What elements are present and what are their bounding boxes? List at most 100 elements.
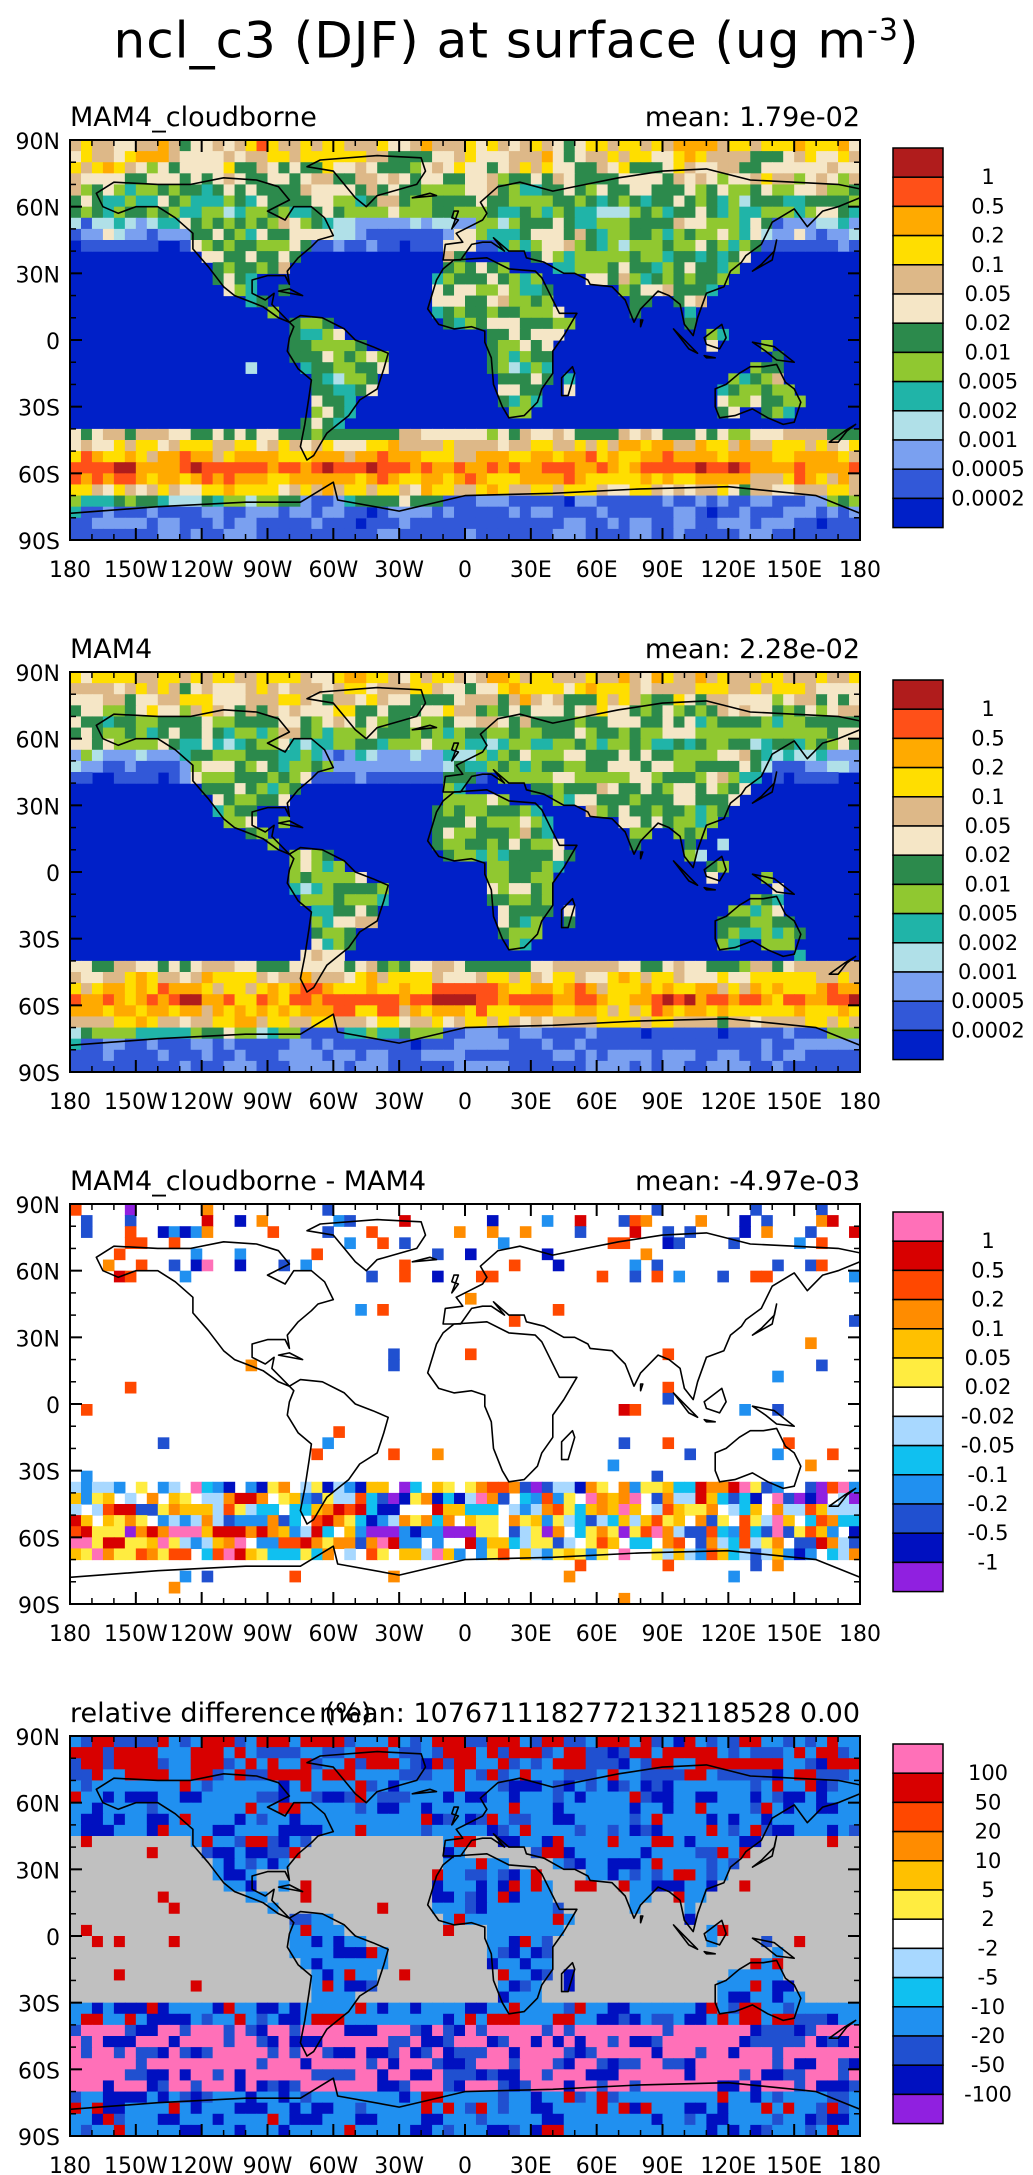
grid-cell	[552, 1481, 565, 1494]
grid-cell	[508, 240, 521, 252]
grid-cell	[311, 517, 323, 530]
grid-cell	[234, 451, 247, 463]
grid-cell	[497, 1016, 510, 1029]
grid-cell	[541, 1504, 554, 1516]
grid-cell	[311, 772, 323, 784]
grid-cell	[838, 195, 850, 208]
grid-cell	[91, 1758, 104, 1770]
grid-cell	[421, 1780, 433, 1793]
grid-cell	[333, 772, 345, 784]
grid-cell	[596, 240, 609, 252]
grid-cell	[673, 1526, 686, 1538]
grid-cell	[190, 495, 203, 508]
grid-cell	[541, 705, 554, 718]
grid-cell	[662, 195, 675, 208]
grid-cell	[91, 1038, 104, 1051]
grid-cell	[849, 1758, 860, 1770]
map-field	[70, 672, 860, 1072]
coastline	[426, 257, 578, 419]
grid-cell	[190, 451, 203, 463]
grid-cell	[388, 1515, 400, 1527]
grid-cell	[410, 727, 422, 740]
colorbar-box	[892, 1532, 944, 1564]
grid-cell	[475, 1005, 488, 1018]
grid-cell	[399, 1780, 411, 1793]
grid-cell	[366, 716, 378, 729]
grid-cell	[245, 484, 258, 497]
grid-cell	[717, 1005, 729, 1018]
colorbar-box	[892, 1415, 944, 1447]
grid-cell	[596, 1780, 609, 1793]
grid-cell	[135, 1526, 148, 1538]
grid-cell	[146, 162, 159, 174]
grid-cell	[300, 1504, 312, 1516]
grid-cell	[190, 140, 203, 152]
grid-cell	[640, 462, 653, 474]
grid-cell	[695, 783, 707, 795]
grid-cell	[563, 440, 576, 452]
grid-cell	[805, 240, 817, 252]
grid-cell	[179, 1526, 192, 1538]
grid-cell	[849, 972, 860, 984]
colorbar-box	[892, 439, 944, 470]
grid-cell	[772, 938, 784, 951]
grid-cell	[168, 217, 181, 230]
grid-cell	[179, 484, 192, 497]
grid-cell	[607, 1758, 620, 1770]
grid-cell	[201, 195, 214, 208]
grid-cell	[596, 251, 609, 263]
grid-cell	[333, 738, 345, 751]
grid-cell	[223, 816, 236, 829]
grid-cell	[278, 694, 291, 706]
grid-cell	[70, 428, 82, 441]
grid-cell	[827, 162, 839, 174]
grid-cell	[278, 462, 291, 474]
colorbar-label: 0.02	[965, 1375, 1012, 1399]
grid-cell	[838, 1736, 850, 1748]
grid-cell	[300, 727, 312, 740]
grid-cell	[91, 1537, 104, 1550]
lon-label: 90W	[243, 1090, 293, 1115]
grid-cell	[256, 794, 269, 806]
grid-cell	[706, 738, 718, 751]
grid-cell	[454, 506, 466, 519]
grid-cell	[849, 1537, 860, 1550]
grid-cell	[750, 749, 762, 762]
grid-cell	[607, 251, 620, 263]
grid-cell	[311, 1791, 323, 1804]
grid-cell	[212, 495, 225, 508]
grid-cell	[772, 1005, 784, 1018]
grid-cell	[552, 528, 565, 540]
grid-cell	[673, 273, 686, 286]
grid-cell	[783, 1005, 795, 1018]
grid-cell	[552, 1016, 565, 1029]
grid-cell	[70, 716, 82, 729]
grid-cell	[530, 362, 543, 374]
grid-cell	[750, 162, 762, 174]
colorbar-label: 1	[981, 165, 994, 189]
grid-cell	[212, 1060, 225, 1072]
grid-cell	[519, 827, 532, 840]
grid-cell	[772, 749, 784, 762]
grid-cell	[816, 1237, 828, 1250]
grid-cell	[508, 972, 521, 984]
grid-cell	[146, 428, 159, 441]
grid-cell	[454, 173, 466, 186]
grid-cell	[443, 206, 455, 219]
grid-cell	[311, 1027, 323, 1040]
title-exponent: -3	[867, 13, 899, 48]
grid-cell	[465, 317, 477, 330]
grid-cell	[245, 983, 258, 995]
grid-cell	[399, 772, 411, 784]
grid-cell	[113, 506, 126, 519]
grid-cell	[245, 473, 258, 486]
grid-cell	[497, 151, 510, 163]
grid-cell	[618, 273, 631, 286]
grid-cell	[673, 794, 686, 806]
grid-cell	[475, 217, 488, 230]
grid-cell	[684, 251, 697, 263]
grid-cell	[794, 1747, 806, 1759]
grid-cell	[849, 1481, 860, 1494]
grid-cell	[662, 1492, 675, 1505]
grid-cell	[80, 428, 93, 441]
